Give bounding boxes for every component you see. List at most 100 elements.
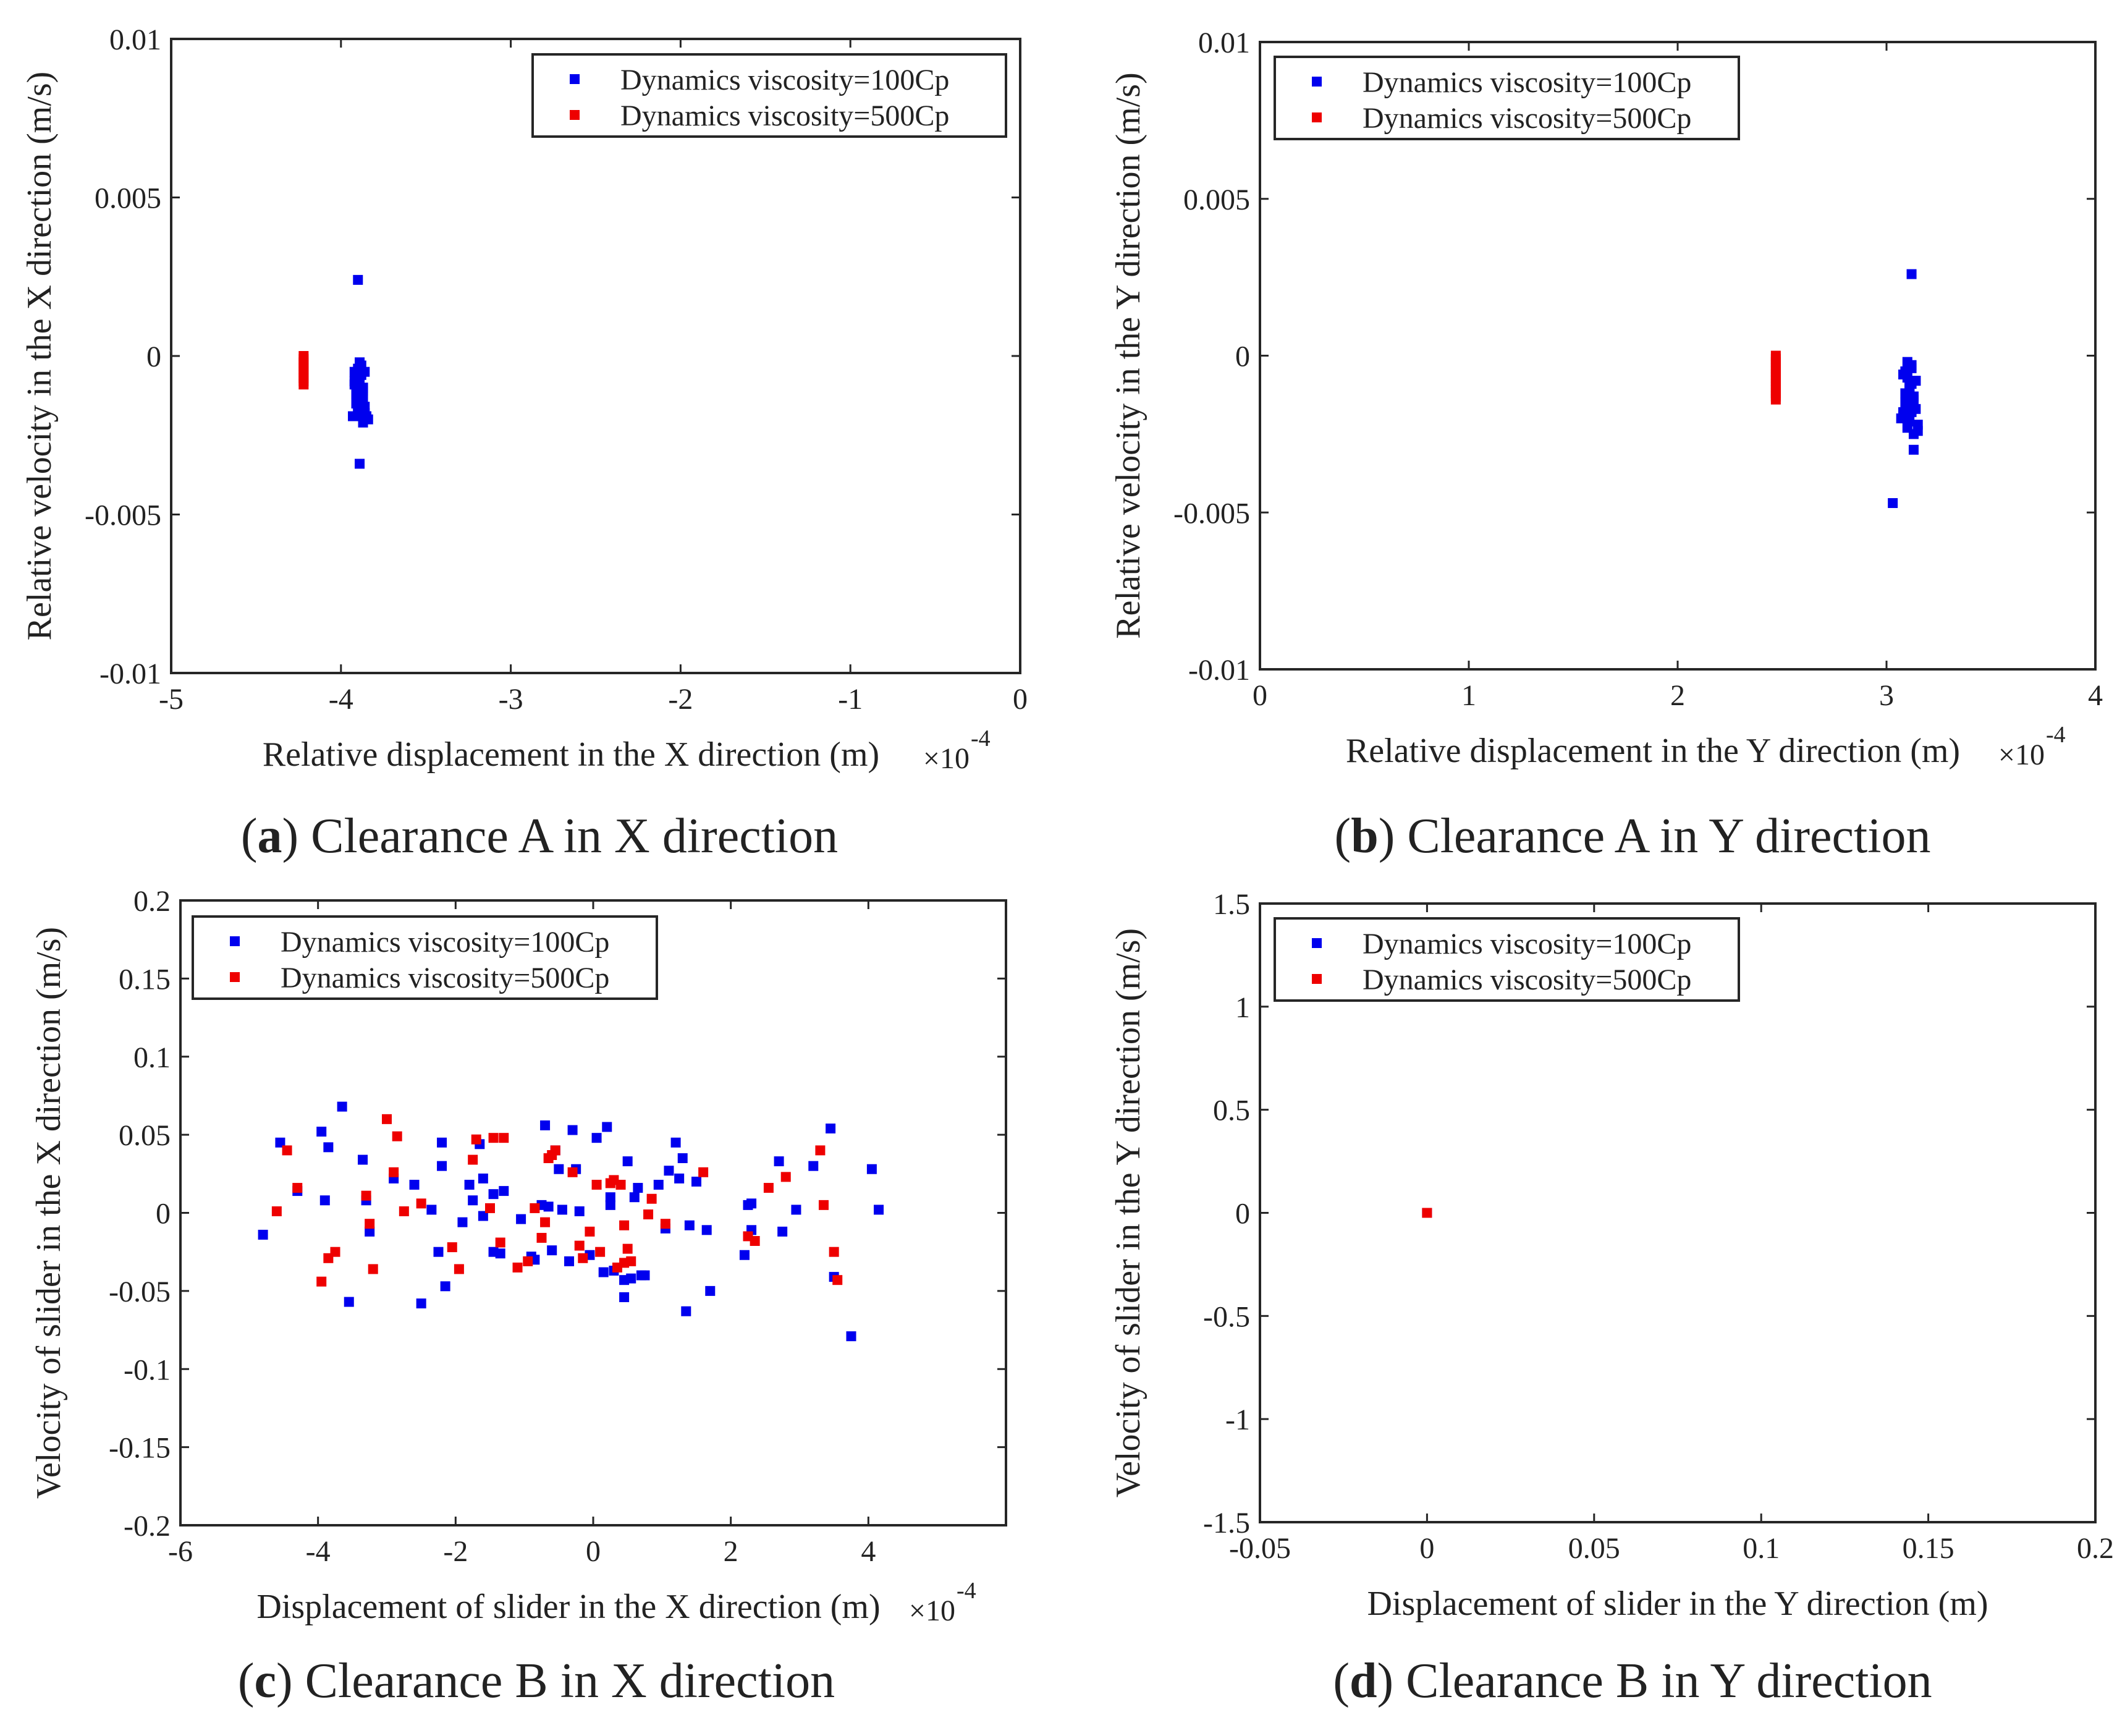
y-tick-label: 0.005 [1183, 184, 1250, 216]
data-point [739, 1250, 750, 1260]
series-500cp [298, 351, 309, 390]
caption-letter: a [257, 809, 282, 863]
y-tick-label: -0.05 [109, 1276, 171, 1308]
legend-marker [1312, 974, 1322, 984]
y-tick-label: 0.1 [133, 1041, 171, 1074]
data-point [646, 1193, 657, 1204]
x-axis-label: Relative displacement in the Y direction… [1346, 732, 1960, 770]
data-point [365, 1219, 375, 1229]
y-tick-label: 1 [1235, 991, 1250, 1024]
panel-caption: (b) Clearance A in Y direction [1335, 809, 1931, 863]
series-100cp [258, 1101, 884, 1342]
data-point [271, 1206, 282, 1216]
y-tick-label: -0.1 [124, 1353, 171, 1386]
x-axis-exponent: -4 [957, 1578, 976, 1604]
data-point [437, 1161, 447, 1171]
data-point [433, 1247, 444, 1257]
data-point [361, 1190, 371, 1201]
data-point [1770, 394, 1781, 405]
data-point [626, 1273, 636, 1284]
data-point [365, 1226, 375, 1237]
data-point [818, 1200, 829, 1210]
caption-open-paren: ( [1335, 809, 1351, 863]
data-point [437, 1137, 447, 1148]
panel-caption: (d) Clearance B in Y direction [1333, 1654, 1932, 1708]
caption-letter: c [255, 1654, 277, 1708]
data-point [591, 1133, 602, 1143]
data-point [605, 1178, 615, 1188]
y-tick-label: 0.005 [95, 182, 161, 215]
data-point [815, 1145, 826, 1156]
data-point [701, 1225, 712, 1235]
data-point [791, 1205, 801, 1215]
data-point [282, 1145, 292, 1156]
data-point [488, 1189, 499, 1200]
legend-label: Dynamics viscosity=500Cp [1363, 963, 1691, 996]
data-point [829, 1247, 839, 1257]
y-tick-label: -0.01 [1188, 654, 1250, 687]
chart-b: 0 1 2 3 4 -0.01 -0.005 0 0.005 0.01 Relative displ… [1109, 27, 2103, 863]
legend-label: Dynamics viscosity=500Cp [281, 962, 609, 994]
data-point [643, 1209, 654, 1220]
data-point [591, 1180, 602, 1190]
data-point [1898, 407, 1909, 417]
data-point [292, 1183, 303, 1193]
caption-open-paren: ( [238, 1654, 255, 1708]
data-point [344, 1297, 354, 1307]
data-point [567, 1125, 578, 1135]
data-point [368, 1264, 378, 1274]
data-point [866, 1164, 877, 1174]
legend-marker [230, 972, 240, 982]
data-point [485, 1203, 495, 1213]
data-point [619, 1258, 630, 1268]
data-point [499, 1186, 509, 1196]
data-point [846, 1331, 856, 1342]
legend-box [192, 915, 658, 1000]
caption-text: Clearance A in Y direction [1407, 809, 1930, 863]
data-point [399, 1206, 409, 1216]
y-tick-label: 0.2 [133, 885, 171, 918]
x-tick-label: -3 [499, 683, 523, 716]
data-point [585, 1226, 595, 1237]
series-100cp [1888, 269, 1923, 509]
legend-label: Dynamics viscosity=100Cp [1363, 928, 1691, 960]
x-tick-label: 0 [1013, 683, 1028, 716]
y-tick-label: -0.005 [85, 499, 161, 532]
data-point [447, 1242, 457, 1253]
data-point [705, 1285, 716, 1296]
data-point [777, 1226, 788, 1237]
data-point [674, 1173, 685, 1183]
caption-text: Clearance A in X direction [311, 809, 838, 863]
data-point [746, 1198, 757, 1209]
data-point [355, 357, 365, 368]
x-axis-exponent: -4 [971, 726, 991, 752]
data-point [530, 1203, 540, 1213]
data-point [602, 1122, 612, 1132]
data-point [392, 1131, 402, 1141]
data-point [698, 1167, 709, 1177]
x-tick-label: -4 [306, 1535, 331, 1568]
data-point [574, 1240, 585, 1251]
data-point [348, 411, 358, 421]
caption-letter: b [1351, 809, 1379, 863]
data-point [1422, 1208, 1432, 1218]
data-point [523, 1256, 533, 1266]
y-tick-label: 0.01 [109, 23, 161, 56]
data-point [605, 1200, 615, 1210]
x-tick-label: 0 [1419, 1532, 1434, 1565]
x-axis-multiplier: ×10 [923, 742, 970, 775]
data-point [780, 1172, 791, 1182]
x-tick-label: -0.05 [1229, 1532, 1291, 1565]
data-point [578, 1253, 588, 1263]
y-axis-label: Relative velocity in the Y direction (m/… [1109, 72, 1147, 638]
plot-area [170, 38, 1021, 674]
y-axis-label: Velocity of slider in the X direction (m… [30, 927, 68, 1499]
x-tick-label: -2 [668, 683, 693, 716]
legend-marker [230, 936, 240, 946]
data-point [622, 1156, 633, 1167]
